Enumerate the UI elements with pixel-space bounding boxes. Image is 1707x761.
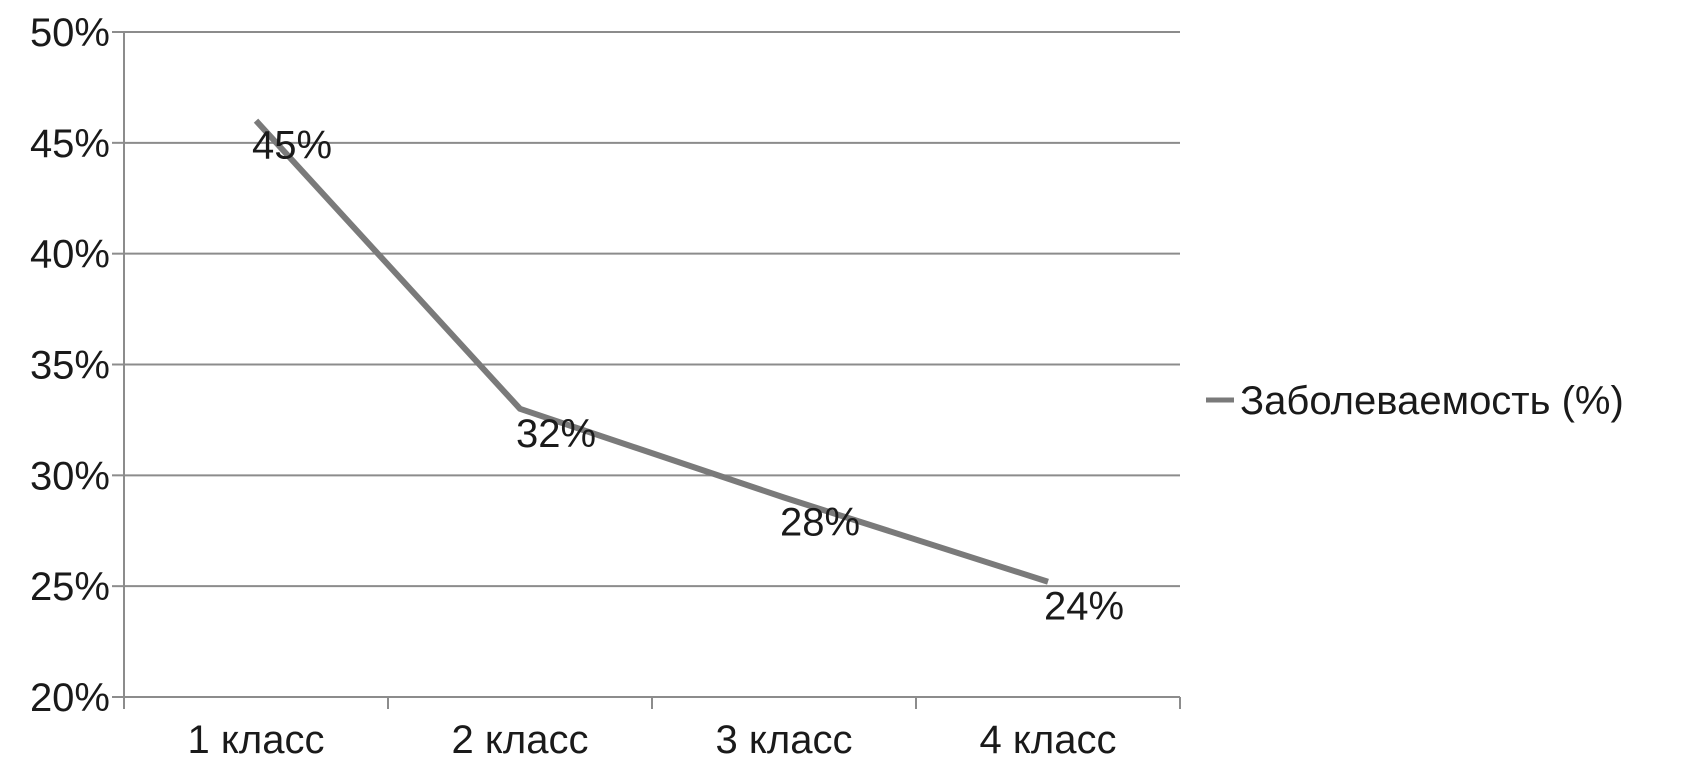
x-tick-label: 1 класс [188,718,325,761]
y-tick-label: 50% [30,11,110,55]
x-tick-label: 2 класс [452,718,589,761]
x-axis-ticks: 1 класс 2 класс 3 класс 4 класс [123,697,1181,761]
data-label: 24% [1044,585,1124,629]
gridlines [124,31,1180,588]
y-tick-label: 40% [30,233,110,277]
series-layer [253,118,1049,585]
legend: Заболеваемость (%) [1206,379,1624,423]
legend-label: Заболеваемость (%) [1240,379,1624,423]
y-tick-label: 35% [30,344,110,388]
data-label: 32% [516,412,596,456]
x-tick-label: 4 класс [980,718,1117,761]
y-axis-ticks: 20% 25% 30% 35% 40% 45% 50% [30,11,124,720]
data-label: 28% [780,501,860,545]
x-tick-label: 3 класс [716,718,853,761]
data-labels: 45% 32% 28% 24% [252,124,1124,629]
y-tick-label: 25% [30,565,110,609]
y-tick-label: 45% [30,122,110,166]
y-tick-label: 30% [30,454,110,498]
data-label: 45% [252,124,332,168]
series-line [253,118,1049,585]
y-tick-label: 20% [30,676,110,720]
